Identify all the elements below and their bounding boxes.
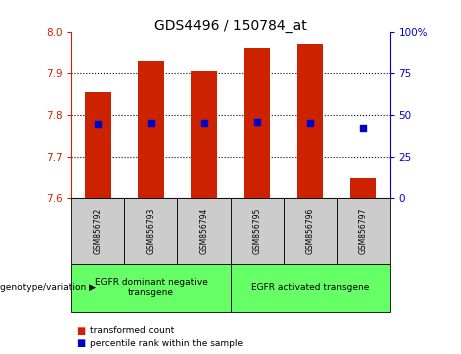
Text: ■: ■ [76, 338, 85, 348]
Text: genotype/variation ▶: genotype/variation ▶ [0, 283, 96, 292]
Point [148, 120, 155, 125]
Text: EGFR dominant negative
transgene: EGFR dominant negative transgene [95, 278, 207, 297]
Point [254, 119, 261, 125]
Bar [138, 61, 164, 198]
Text: ■: ■ [76, 326, 85, 336]
Text: GSM856794: GSM856794 [200, 208, 208, 254]
Point [200, 121, 207, 126]
Text: GSM856796: GSM856796 [306, 208, 314, 254]
Bar [85, 92, 111, 198]
Text: GSM856792: GSM856792 [94, 208, 102, 254]
Text: EGFR activated transgene: EGFR activated transgene [251, 283, 369, 292]
Bar [244, 48, 270, 198]
Text: GSM856795: GSM856795 [253, 208, 261, 254]
Bar [350, 178, 376, 198]
Text: percentile rank within the sample: percentile rank within the sample [90, 339, 243, 348]
Text: GSM856793: GSM856793 [147, 208, 155, 254]
Text: transformed count: transformed count [90, 326, 174, 336]
Point [94, 121, 101, 127]
Bar [191, 72, 217, 198]
Point [359, 126, 366, 131]
Bar [297, 44, 323, 198]
Point [306, 120, 313, 125]
Text: GDS4496 / 150784_at: GDS4496 / 150784_at [154, 19, 307, 34]
Text: GSM856797: GSM856797 [359, 208, 367, 254]
